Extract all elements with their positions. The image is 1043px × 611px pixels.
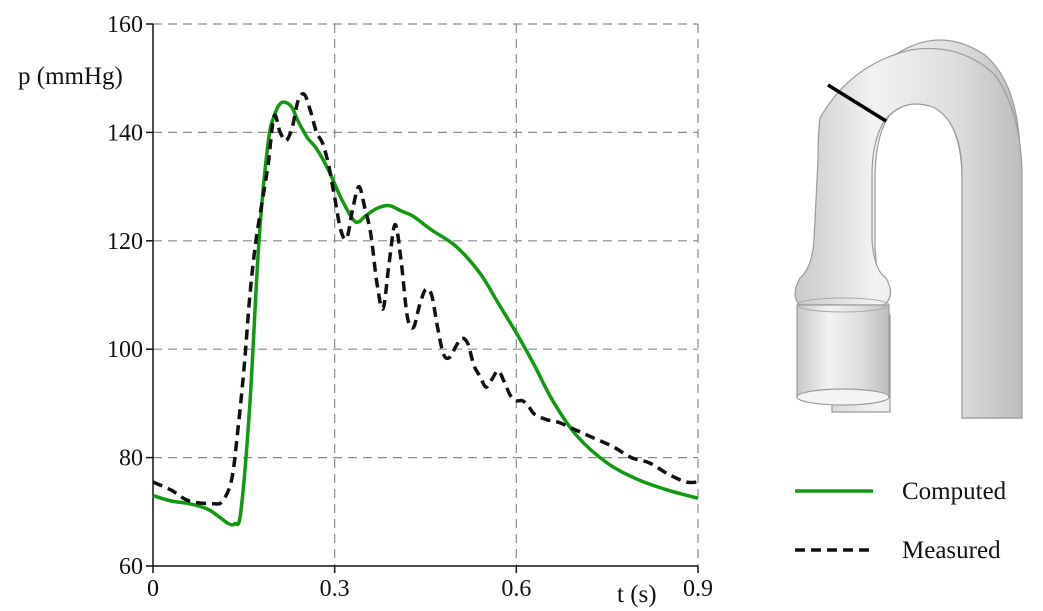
- tick-labels: 60 80 100 120 140 160 0 0.3 0.6 0.9: [107, 12, 713, 602]
- series-line-measured: [152, 92, 699, 506]
- aorta-illustration: [794, 39, 1023, 419]
- x-axis-title: t (s): [617, 581, 657, 608]
- y-tick-label: 60: [119, 554, 143, 580]
- series-layer: [152, 92, 699, 527]
- axes: [152, 24, 698, 567]
- x-tick-label: 0.3: [320, 576, 350, 602]
- x-tick-label: 0.9: [683, 576, 713, 602]
- legend: Computed Measured: [795, 478, 1007, 564]
- y-axis-title: p (mmHg): [18, 63, 123, 90]
- series-line-computed: [152, 100, 699, 527]
- y-tick-label: 140: [107, 120, 143, 146]
- x-tick-label: 0: [147, 576, 159, 602]
- y-tick-label: 160: [107, 12, 143, 38]
- x-tick-label: 0.6: [501, 576, 531, 602]
- legend-label-measured: Measured: [902, 537, 1001, 564]
- y-tick-label: 80: [119, 446, 143, 472]
- y-tick-label: 120: [107, 229, 143, 255]
- grid: [153, 23, 699, 566]
- y-tick-label: 100: [107, 337, 143, 363]
- legend-label-computed: Computed: [902, 478, 1007, 505]
